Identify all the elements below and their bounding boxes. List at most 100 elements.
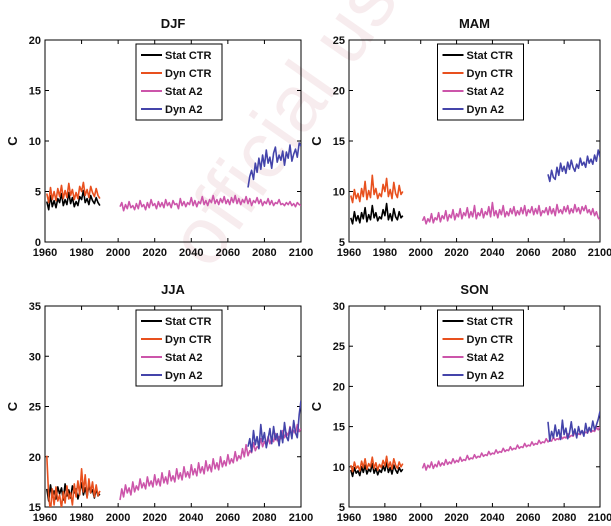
series-line-dyn-ctr <box>350 174 404 204</box>
legend-label: Dyn A2 <box>467 370 505 382</box>
series-line-stat-ctr <box>46 189 101 211</box>
x-tick-label: 2080 <box>552 247 576 259</box>
y-tick-label: 35 <box>29 301 41 313</box>
x-tick-label: 1960 <box>337 247 361 259</box>
legend-label: Dyn CTR <box>165 68 212 80</box>
series-line-stat-a2 <box>421 201 600 225</box>
y-tick-label: 25 <box>333 35 345 47</box>
x-tick-label: 2100 <box>588 512 611 524</box>
y-tick-label: 5 <box>339 502 345 514</box>
y-tick-label: 10 <box>29 136 41 148</box>
y-tick-label: 30 <box>333 301 345 313</box>
x-tick-label: 2040 <box>179 247 203 259</box>
y-tick-label: 20 <box>333 86 345 98</box>
legend-box <box>135 309 223 387</box>
series-line-dyn-ctr <box>46 455 101 507</box>
x-tick-label: 2060 <box>216 512 240 524</box>
series-line-stat-ctr <box>350 202 404 225</box>
legend-label: Dyn A2 <box>165 104 203 116</box>
x-tick-label: 1980 <box>373 247 397 259</box>
legend-label: Dyn A2 <box>467 104 505 116</box>
legend: Stat CTR Dyn CTR Stat A2 Dyn A2 <box>437 43 524 121</box>
y-tick-label: 15 <box>333 422 345 434</box>
x-tick-label: 2040 <box>480 247 504 259</box>
panel-title: SON <box>460 282 488 297</box>
series-line-dyn-a2 <box>247 142 301 188</box>
y-tick-label: 0 <box>35 237 41 249</box>
legend: Stat CTR Dyn CTR Stat A2 Dyn A2 <box>437 309 524 387</box>
x-tick-label: 2000 <box>106 512 130 524</box>
y-tick-label: 30 <box>29 351 41 363</box>
x-tick-label: 1980 <box>69 247 93 259</box>
panel-son: SON C 5 10 15 20 25 30 1960 1980 2000 2020 2040 2060 2… <box>309 282 611 524</box>
legend-label: Dyn CTR <box>467 334 514 346</box>
y-tick-label: 5 <box>35 187 41 199</box>
legend-label: Stat CTR <box>165 316 212 328</box>
series-line-stat-a2 <box>119 194 301 212</box>
x-tick-label: 2100 <box>289 247 313 259</box>
x-tick-label: 1980 <box>373 512 397 524</box>
x-tick-label: 2100 <box>289 512 313 524</box>
y-tick-label: 20 <box>29 35 41 47</box>
legend-label: Stat A2 <box>165 352 203 364</box>
x-tick-label: 2040 <box>179 512 203 524</box>
y-axis-label: C <box>5 136 20 146</box>
x-tick-label: 2000 <box>408 247 432 259</box>
series-line-stat-ctr <box>350 461 404 478</box>
legend-label: Stat A2 <box>467 352 505 364</box>
series-line-dyn-a2 <box>247 400 301 453</box>
x-tick-label: 2000 <box>408 512 432 524</box>
x-tick-label: 2060 <box>516 247 540 259</box>
legend-label: Stat CTR <box>467 316 514 328</box>
x-tick-label: 2100 <box>588 247 611 259</box>
x-tick-label: 2080 <box>552 512 576 524</box>
y-tick-label: 10 <box>333 462 345 474</box>
legend-box <box>437 309 524 387</box>
x-tick-label: 2020 <box>142 247 166 259</box>
x-tick-label: 2020 <box>142 512 166 524</box>
y-tick-label: 15 <box>29 502 41 514</box>
panel-jja: JJA C 15 20 25 30 35 1960 1980 2000 2020 2040 2060 20… <box>5 282 313 524</box>
x-tick-label: 2020 <box>444 512 468 524</box>
panel-title: JJA <box>161 282 185 297</box>
legend-label: Dyn A2 <box>165 370 203 382</box>
legend-label: Dyn CTR <box>467 68 514 80</box>
y-tick-label: 25 <box>29 402 41 414</box>
legend-label: Stat A2 <box>165 86 203 98</box>
legend-box <box>135 43 223 121</box>
x-tick-label: 2080 <box>252 247 276 259</box>
legend: Stat CTR Dyn CTR Stat A2 Dyn A2 <box>135 309 223 387</box>
y-tick-label: 15 <box>29 86 41 98</box>
y-tick-label: 20 <box>333 381 345 393</box>
y-tick-label: 10 <box>333 187 345 199</box>
series-line-dyn-a2 <box>547 149 600 183</box>
series-line-stat-a2 <box>421 426 600 471</box>
panel-title: MAM <box>459 16 490 31</box>
plot-frame <box>348 305 601 508</box>
legend-label: Stat CTR <box>467 50 514 62</box>
y-axis-label: C <box>309 401 324 411</box>
panel-title: DJF <box>161 16 186 31</box>
x-tick-label: 1980 <box>69 512 93 524</box>
series-line-dyn-ctr <box>350 455 404 473</box>
panel-djf: DJF C 0 5 10 15 20 1960 1980 2000 2020 2040 2060 2080… <box>5 16 313 259</box>
x-tick-label: 2000 <box>106 247 130 259</box>
series-line-stat-a2 <box>119 423 301 501</box>
x-tick-label: 1960 <box>337 512 361 524</box>
legend-label: Stat A2 <box>467 86 505 98</box>
x-tick-label: 2020 <box>444 247 468 259</box>
series-line-dyn-a2 <box>547 411 600 442</box>
y-tick-label: 25 <box>333 341 345 353</box>
y-tick-label: 15 <box>333 136 345 148</box>
legend: Stat CTR Dyn CTR Stat A2 Dyn A2 <box>135 43 223 121</box>
legend-box <box>437 43 524 121</box>
legend-label: Stat CTR <box>165 50 212 62</box>
panel-mam: MAM C 5 10 15 20 25 1960 1980 2000 2020 2040 2060 208… <box>309 16 611 259</box>
y-axis-label: C <box>5 401 20 411</box>
x-tick-label: 1960 <box>33 247 57 259</box>
x-tick-label: 2060 <box>216 247 240 259</box>
x-tick-label: 2060 <box>516 512 540 524</box>
x-tick-label: 2080 <box>252 512 276 524</box>
x-tick-label: 1960 <box>33 512 57 524</box>
